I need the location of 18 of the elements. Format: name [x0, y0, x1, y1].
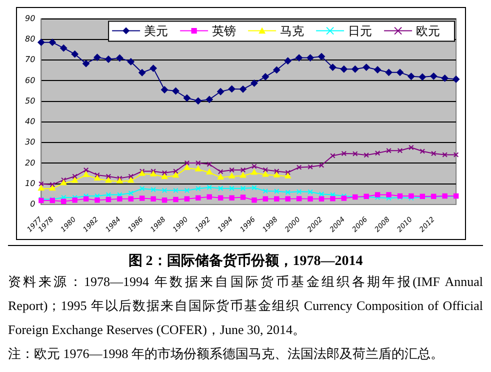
y-tick-label: 90: [24, 14, 36, 23]
legend-label: 欧元: [416, 24, 440, 38]
y-tick-label: 40: [24, 117, 36, 126]
y-tick-label: 30: [24, 138, 36, 147]
legend-label: 日元: [348, 24, 372, 38]
y-tick-label: 20: [24, 158, 36, 168]
y-tick-label: 70: [24, 55, 36, 64]
y-tick-label: 0: [30, 200, 36, 209]
y-tick-label: 80: [24, 34, 36, 44]
y-tick-label: 10: [24, 178, 36, 188]
legend-label: 英镑: [212, 24, 236, 38]
text: 注：欧元 1976—1998 年的市场份额系德国马克、法国法郎及荷兰盾的汇总。: [8, 345, 444, 363]
y-tick-label: 60: [24, 76, 36, 85]
legend-label: 马克: [280, 24, 304, 38]
text: 资料来源：1978—1994 年数据来自国际货币基金组织各期年报(IMF Annual Report)；1995 年以后数据来自国际货币基金组织 Currency Composition of Official Foreign Exchange Reserves (COFER)，June 30, 2014。: [8, 273, 483, 339]
y-tick-label: 50: [24, 96, 36, 106]
text: 图 2：国际储备货币份额，1978—2014: [127, 252, 364, 270]
legend-label: 美元: [144, 24, 168, 38]
